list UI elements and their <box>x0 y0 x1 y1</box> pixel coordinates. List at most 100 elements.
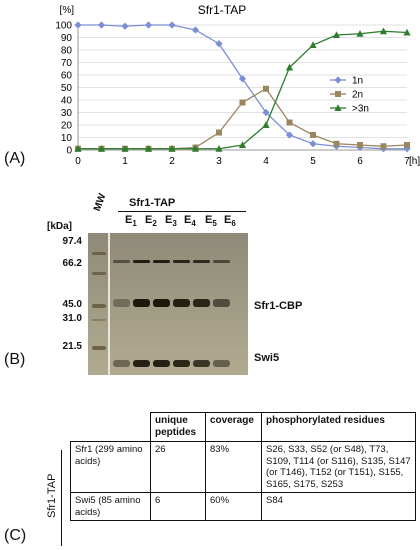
upper-band <box>153 260 170 263</box>
upper-band <box>193 260 210 263</box>
sfr1-band <box>133 299 150 307</box>
data-point <box>216 129 222 136</box>
table-side-label: Sfr1-TAP <box>46 473 58 518</box>
kda-marker: 45.0 <box>62 299 82 310</box>
table-header-row: unique peptides coverage phosphorylated … <box>70 412 416 442</box>
header-phosphorylated-residues: phosphorylated residues <box>261 412 416 442</box>
header-unique-peptides: unique peptides <box>150 412 206 442</box>
band-label-swi5: Swi5 <box>254 352 280 364</box>
data-point <box>285 131 294 139</box>
data-point <box>404 142 410 148</box>
cell-coverage: 83% <box>205 441 262 493</box>
data-point <box>310 132 316 138</box>
data-point <box>333 140 340 147</box>
x-tick-label: 5 <box>310 156 316 167</box>
y-tick-label: 70 <box>61 58 73 69</box>
data-point <box>309 41 317 48</box>
panel-label-b: (B) <box>4 351 26 368</box>
lane-label: E4 <box>184 214 196 229</box>
swi5-band <box>193 360 210 367</box>
data-point <box>144 144 153 152</box>
cell-protein: Sfr1 (299 amino acids) <box>70 441 151 493</box>
upper-band <box>133 260 150 263</box>
y-tick-label: 30 <box>61 108 73 119</box>
data-point <box>215 144 223 152</box>
band-label-sfr1: Sfr1-CBP <box>254 300 303 312</box>
table-corner <box>70 412 151 442</box>
legend-label: 2n <box>352 90 363 101</box>
legend-label: >3n <box>352 104 369 115</box>
upper-band <box>213 260 230 263</box>
mw-band <box>92 304 106 308</box>
data-point <box>215 40 223 48</box>
data-point <box>238 141 247 148</box>
x-unit-label: [h] <box>409 156 420 167</box>
y-tick-label: 50 <box>61 83 73 94</box>
cell-protein: Swi5 (85 amino acids) <box>70 492 151 521</box>
kda-marker: 66.2 <box>62 258 82 269</box>
table-row: Sfr1 (299 amino acids) 26 83% S26, S33, … <box>70 441 416 493</box>
kda-marker: 97.4 <box>62 236 82 247</box>
gel-divider <box>108 233 110 375</box>
chart-title: Sfr1-TAP <box>198 3 246 17</box>
data-point <box>334 104 342 111</box>
x-tick-label: 2 <box>169 156 175 167</box>
data-point <box>286 119 293 126</box>
data-point <box>121 22 129 30</box>
table-row: Swi5 (85 amino acids) 6 60% S84 <box>70 492 416 521</box>
mw-band <box>92 252 106 255</box>
data-point <box>191 26 200 34</box>
cell-residues: S84 <box>261 492 416 521</box>
data-point <box>191 144 200 152</box>
data-point <box>168 21 176 29</box>
mw-band <box>92 272 106 275</box>
cell-peptides: 26 <box>150 441 206 493</box>
data-point <box>97 144 106 152</box>
y-tick-label: 100 <box>55 21 72 32</box>
data-point <box>380 143 387 150</box>
kda-marker: 31.0 <box>62 313 82 324</box>
swi5-band <box>113 360 130 367</box>
data-point <box>144 21 153 29</box>
swi5-band <box>133 360 150 367</box>
data-point <box>263 85 269 92</box>
y-tick-label: 20 <box>61 121 73 132</box>
panel-label-a: (A) <box>4 150 26 167</box>
series-line <box>78 24 407 150</box>
data-point <box>332 31 341 38</box>
lane-label: E6 <box>224 214 236 229</box>
mw-band <box>92 319 106 321</box>
gel-image <box>88 233 248 375</box>
data-point <box>121 144 129 152</box>
x-tick-label: 4 <box>263 156 269 167</box>
y-tick-label: 80 <box>61 46 73 57</box>
legend-label: 1n <box>352 76 363 87</box>
panel-label-c: (C) <box>4 527 27 544</box>
x-tick-label: 7 <box>404 156 410 167</box>
y-tick-label: 60 <box>61 71 73 82</box>
data-point <box>285 63 294 71</box>
data-point <box>262 108 270 117</box>
mw-band <box>92 346 106 350</box>
data-point <box>357 142 363 148</box>
kda-marker: 21.5 <box>62 341 82 352</box>
data-point <box>309 140 317 148</box>
upper-band <box>113 260 130 263</box>
x-tick-label: 1 <box>122 156 128 167</box>
data-point <box>403 28 411 36</box>
sfr1-band <box>153 299 170 307</box>
lane-label: E5 <box>205 214 217 229</box>
cell-peptides: 6 <box>150 492 206 521</box>
sfr1-band <box>193 299 210 307</box>
cell-residues: S26, S33, S52 (or S48), T73, S109, T114 … <box>261 441 416 493</box>
data-point <box>335 91 341 97</box>
sfr1-band <box>113 299 130 307</box>
data-point <box>239 99 246 106</box>
table-side-bracket <box>61 450 62 546</box>
sfr1-band <box>173 299 190 307</box>
x-tick-label: 0 <box>75 156 81 167</box>
x-tick-label: 6 <box>357 156 363 167</box>
data-point <box>356 29 364 37</box>
sfr1-band <box>213 299 230 307</box>
y-tick-label: 10 <box>61 133 73 144</box>
